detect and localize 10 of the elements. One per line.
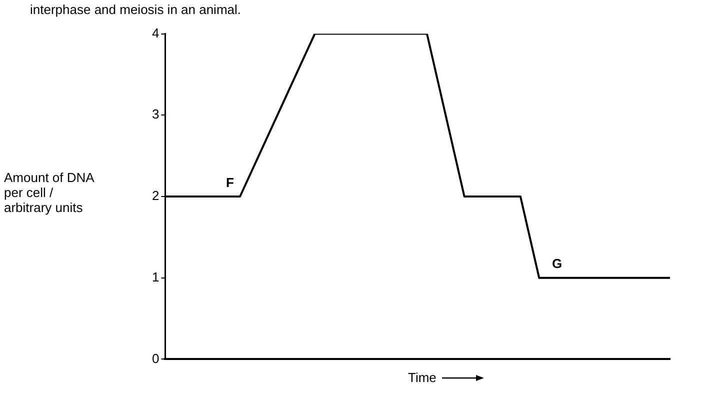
y-tick-label: 0 (152, 350, 160, 366)
x-axis-title: Time (408, 370, 436, 385)
annotation: F (226, 175, 234, 190)
y-tick-label: 1 (152, 269, 160, 284)
y-tick-label: 2 (152, 188, 160, 204)
y-axis-title: Amount of DNA per cell / arbitrary units (4, 170, 96, 215)
text: interphase and meiosis in an animal. (30, 2, 242, 17)
y-tick-label: 4 (152, 25, 160, 40)
annotation: G (552, 256, 562, 271)
y-tick-label: 3 (152, 106, 160, 122)
